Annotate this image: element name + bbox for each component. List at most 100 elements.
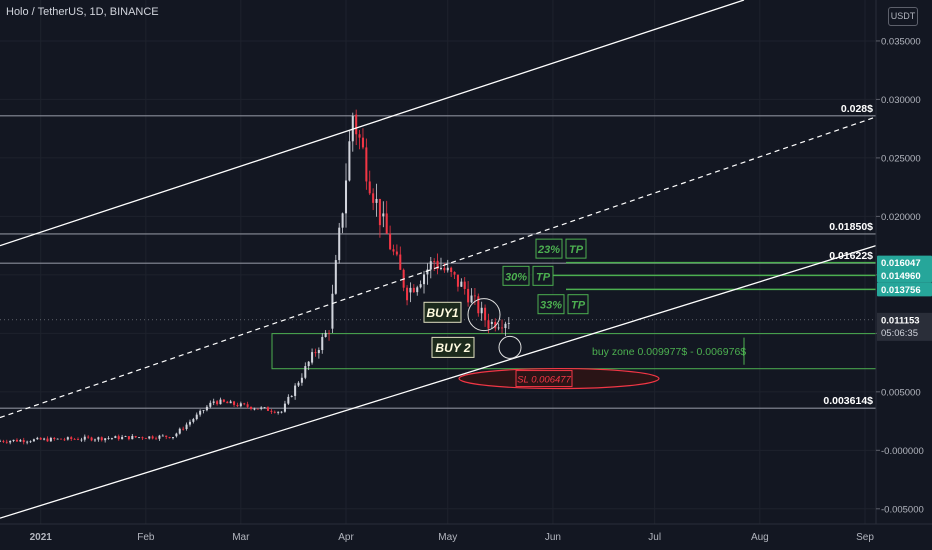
candle-body — [490, 321, 493, 324]
candle-body — [5, 441, 8, 443]
candle-body — [93, 439, 96, 441]
candle-body — [389, 233, 392, 250]
candle-body — [317, 350, 320, 354]
candle-body — [226, 401, 229, 404]
candle-body — [188, 421, 191, 425]
candle-body — [439, 267, 442, 270]
candle-body — [219, 399, 222, 405]
tp-price-label: 0.013756 — [881, 285, 921, 296]
candle-body — [460, 281, 463, 287]
candle-body — [450, 267, 453, 272]
candle-body — [22, 440, 25, 443]
candle-body — [212, 401, 215, 403]
candle-body — [239, 403, 242, 407]
candle-body — [9, 440, 12, 443]
candle-body — [36, 437, 39, 440]
candle-body — [467, 288, 470, 303]
buy2-circle — [498, 335, 522, 359]
candle-body — [392, 249, 395, 252]
candle-body — [12, 439, 15, 441]
candle-body — [294, 385, 297, 396]
candle-body — [426, 269, 429, 275]
candle-body — [494, 321, 497, 329]
candle-body — [131, 436, 134, 440]
candle-body — [97, 437, 100, 440]
candle-body — [192, 419, 195, 422]
candle-body — [497, 327, 500, 329]
x-tick-label: Jul — [648, 532, 661, 543]
candle-body — [480, 307, 483, 314]
candle-body — [338, 227, 341, 261]
candle-body — [32, 439, 35, 442]
candle-body — [246, 404, 249, 407]
tp-label: TP — [571, 300, 586, 312]
bar-countdown: 05:06:35 — [881, 328, 918, 339]
candle-body — [233, 401, 236, 405]
candle-body — [77, 439, 80, 440]
tp-price-tag — [877, 255, 932, 270]
currency-unit-button[interactable]: USDT — [888, 7, 918, 26]
candle-body — [277, 411, 280, 413]
candle-body — [195, 414, 198, 420]
candle-body — [355, 114, 358, 135]
candle-body — [236, 404, 239, 407]
x-tick-label: Apr — [338, 532, 354, 543]
stop-loss-box — [515, 370, 573, 388]
candle-body — [144, 438, 147, 439]
price-level-label: 0.01850$ — [829, 221, 873, 233]
candle-body — [504, 323, 507, 329]
candle-body — [453, 271, 456, 275]
candle-body — [385, 213, 388, 234]
candle-body — [314, 352, 317, 354]
candle-body — [80, 439, 83, 441]
candle-body — [60, 438, 63, 440]
candle-body — [243, 403, 246, 405]
chart-title: Holo / TetherUS, 1D, BINANCE — [6, 6, 159, 18]
candle-body — [324, 332, 327, 337]
candle-body — [300, 377, 303, 383]
buy1-box — [423, 301, 462, 323]
candle-body — [114, 436, 117, 439]
candle-body — [110, 438, 113, 439]
candle-body — [263, 407, 266, 409]
candle-body — [151, 436, 154, 439]
buy2-label: BUY 2 — [435, 341, 470, 355]
last-price-label: 0.011153 — [881, 315, 920, 326]
candle-body — [70, 437, 73, 439]
candle-body — [260, 407, 263, 409]
tp-label: TP — [536, 271, 551, 283]
candle-body — [205, 406, 208, 411]
candle-body — [304, 366, 307, 378]
y-tick-label: 0.030000 — [881, 95, 921, 106]
tp-price-label: 0.016047 — [881, 258, 921, 269]
candle-body — [29, 441, 32, 443]
candle-body — [256, 408, 259, 410]
candle-body — [104, 438, 107, 441]
candle-body — [83, 436, 86, 440]
candle-body — [321, 336, 324, 351]
candle-body — [399, 254, 402, 270]
candle-body — [117, 436, 120, 440]
candle-body — [433, 261, 436, 263]
tp-price-tag — [877, 268, 932, 283]
candle-body — [348, 141, 351, 181]
tp-percent-label: 33% — [540, 300, 562, 312]
candle-body — [378, 198, 381, 226]
candle-body — [423, 274, 426, 285]
tp-price-label: 0.014960 — [881, 271, 921, 282]
candle-body — [141, 437, 144, 439]
tp-percent-box — [502, 265, 530, 286]
last-price-tag — [877, 312, 932, 341]
candle-body — [39, 437, 42, 440]
stop-loss-label: SL 0.006477 — [517, 375, 571, 386]
candle-body — [209, 402, 212, 407]
candle-body — [87, 436, 90, 438]
buy1-label: BUY1 — [426, 306, 458, 320]
candle-body — [406, 287, 409, 301]
buy-zone-box — [271, 333, 877, 370]
candle-body — [53, 437, 56, 440]
candle-body — [100, 437, 103, 441]
candle-body — [344, 180, 348, 214]
